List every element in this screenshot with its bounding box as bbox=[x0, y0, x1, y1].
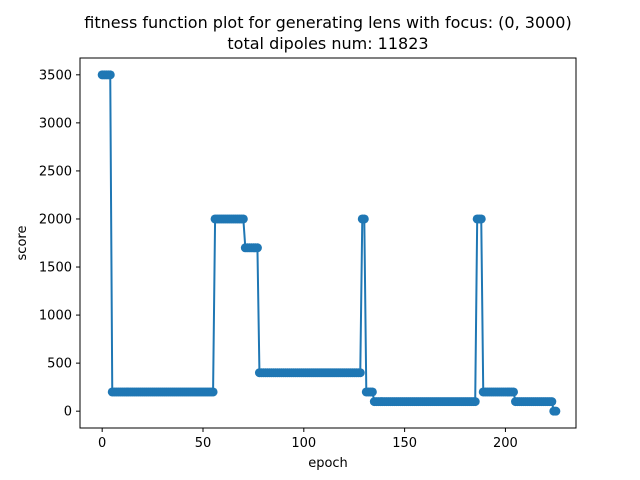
y-tick-label: 0 bbox=[64, 405, 72, 420]
y-tick-label: 3000 bbox=[39, 116, 72, 131]
data-point bbox=[208, 387, 218, 397]
x-tick-label: 150 bbox=[392, 436, 417, 451]
data-point bbox=[470, 397, 480, 407]
x-tick-label: 50 bbox=[195, 436, 212, 451]
y-tick-label: 1500 bbox=[39, 261, 72, 276]
chart-title-line-2: total dipoles num: 11823 bbox=[227, 34, 428, 53]
chart-title-line-1: fitness function plot for generating len… bbox=[84, 13, 571, 32]
data-point bbox=[509, 387, 518, 397]
data-point bbox=[355, 368, 365, 378]
plot-area bbox=[79, 57, 577, 429]
x-tick-label: 200 bbox=[493, 436, 518, 451]
y-tick-label: 3500 bbox=[39, 68, 72, 83]
data-point bbox=[252, 243, 262, 253]
data-point bbox=[551, 406, 561, 416]
y-tick-label: 1000 bbox=[39, 309, 72, 324]
x-axis-label: epoch bbox=[308, 456, 348, 471]
data-point bbox=[547, 397, 557, 407]
y-tick-label: 2000 bbox=[39, 212, 72, 227]
y-tick-label: 500 bbox=[47, 357, 72, 372]
data-point bbox=[476, 214, 486, 224]
data-point bbox=[238, 214, 248, 224]
y-axis-ticks: 0 500 1000 1500 2000 2500 3000 3500 bbox=[39, 68, 80, 420]
y-axis-label: score bbox=[15, 226, 30, 261]
data-point bbox=[367, 387, 377, 397]
axes-frame bbox=[79, 57, 577, 429]
x-tick-label: 100 bbox=[291, 436, 316, 451]
data-point bbox=[105, 70, 115, 80]
x-axis-ticks: 0 50 100 150 200 bbox=[98, 428, 518, 451]
y-tick-label: 2500 bbox=[39, 164, 72, 179]
data-point bbox=[359, 214, 369, 224]
series-layer bbox=[97, 70, 561, 416]
x-tick-label: 0 bbox=[98, 436, 106, 451]
